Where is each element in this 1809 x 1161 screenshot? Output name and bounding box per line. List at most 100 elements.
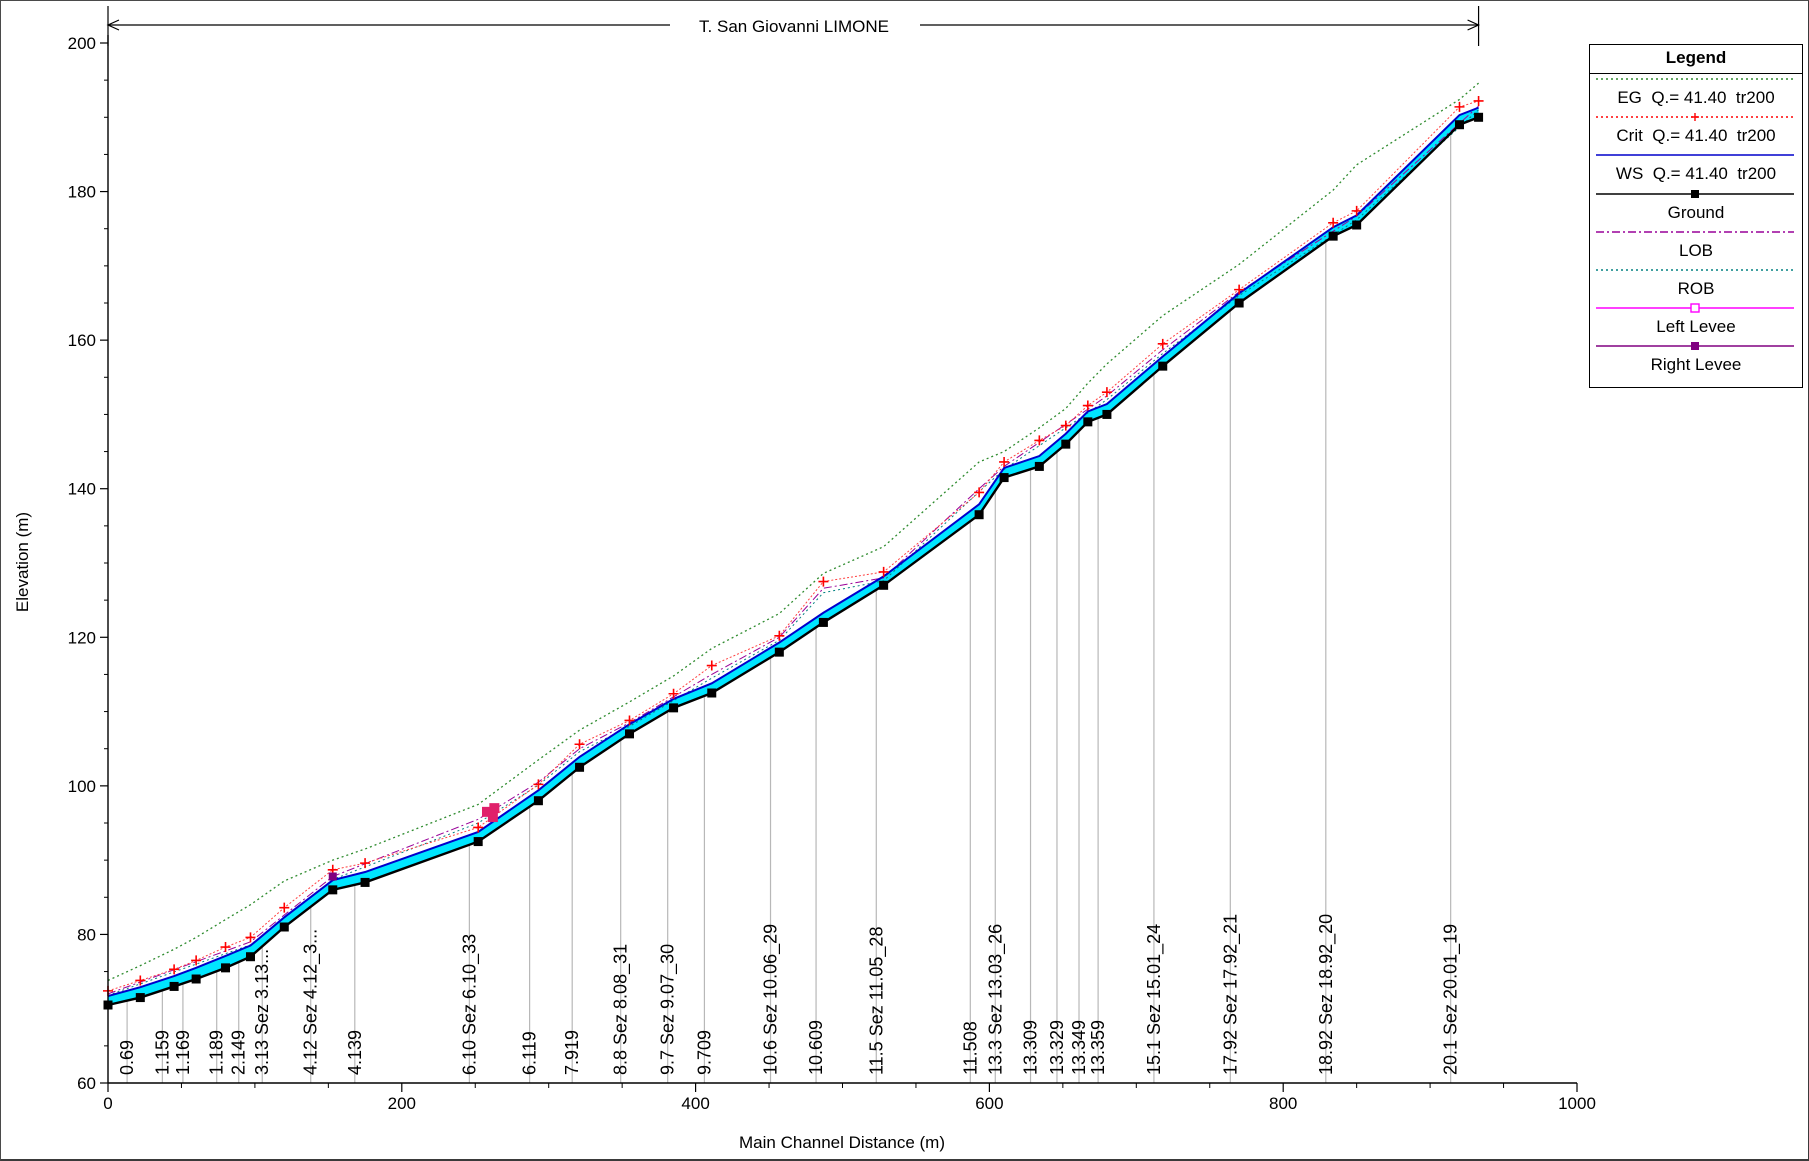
y-tick-label: 60 <box>77 1074 96 1093</box>
crit-marker <box>706 660 717 671</box>
ground-marker <box>279 922 289 932</box>
crit-marker <box>169 964 180 975</box>
section-label: 13.359 <box>1088 1020 1108 1075</box>
x-tick-label: 200 <box>388 1094 416 1113</box>
ground-marker <box>774 647 784 657</box>
section-label: 9.709 <box>694 1030 714 1075</box>
crit-marker <box>360 858 371 869</box>
y-tick-label: 180 <box>68 183 96 202</box>
lob-line <box>107 105 1479 995</box>
crit-line <box>107 100 1479 992</box>
legend-swatch <box>1596 154 1794 157</box>
crit-marker <box>1082 400 1093 411</box>
legend-swatch <box>1596 189 1794 198</box>
section-lines <box>126 133 1452 1083</box>
section-label: 20.1 Sez 20.01_19 <box>1441 924 1462 1075</box>
ground-marker <box>879 580 889 590</box>
ground-marker <box>624 729 634 739</box>
reach-arrowhead-left <box>106 19 120 31</box>
x-axis-label: Main Channel Distance (m) <box>739 1133 945 1152</box>
section-label: 1.189 <box>207 1030 227 1075</box>
crit-marker <box>624 715 635 726</box>
crit-marker <box>818 576 829 587</box>
section-label: 3.13 Sez 3.13... <box>252 949 272 1075</box>
section-label: 2.149 <box>229 1030 249 1075</box>
y-tick-label: 120 <box>68 628 96 647</box>
section-label: 8.8 Sez 8.08_31 <box>611 944 632 1075</box>
legend-label: Right Levee <box>1650 355 1742 375</box>
ground-marker <box>1234 298 1244 308</box>
y-tick-label: 140 <box>68 480 96 499</box>
levee-marker <box>482 806 493 817</box>
water-fill <box>108 107 1479 1006</box>
legend-item: Right Levee <box>1590 341 1802 379</box>
section-label: 15.1 Sez 15.01_24 <box>1144 924 1165 1075</box>
ws-line <box>107 106 1479 998</box>
ground-marker <box>473 837 483 847</box>
ground-marker <box>1083 417 1093 427</box>
legend-label: Ground <box>1667 202 1725 222</box>
crit-marker <box>1454 101 1465 112</box>
section-label: 11.508 <box>960 1021 980 1075</box>
crit-marker <box>1101 387 1112 398</box>
ground-marker <box>1061 439 1071 449</box>
legend-swatch <box>1596 342 1794 351</box>
section-label: 17.92 Sez 17.92_21 <box>1220 914 1241 1075</box>
legend-item: Left Levee <box>1590 303 1802 341</box>
legend-swatch <box>1596 303 1794 313</box>
y-tick-label: 100 <box>68 777 96 796</box>
section-label: 1.169 <box>173 1030 193 1075</box>
y-tick-label: 80 <box>77 925 96 944</box>
chart-legend: Legend EG Q.= 41.40 tr200 Crit Q.= 41.40 … <box>1589 44 1803 388</box>
eg-line <box>107 82 1479 982</box>
chart-title: T. San Giovanni LIMONE <box>699 17 889 36</box>
section-label: 18.92 Sez 18.92_20 <box>1316 914 1337 1075</box>
water-surface-fill <box>108 107 1479 1006</box>
legend-label: WS Q.= 41.40 tr200 <box>1615 164 1777 184</box>
section-label: 9.7 Sez 9.07_30 <box>658 944 679 1075</box>
ground-line <box>107 116 1480 1007</box>
legend-item: EG Q.= 41.40 tr200 <box>1590 74 1802 112</box>
crit-marker <box>1328 217 1339 228</box>
legend-swatch <box>1596 230 1794 233</box>
ground-marker <box>191 974 201 984</box>
legend-marker <box>1691 342 1699 351</box>
legend-label: Crit Q.= 41.40 tr200 <box>1616 126 1776 146</box>
series-markers <box>103 95 1484 1010</box>
ground-marker <box>245 952 255 962</box>
crit-marker <box>473 822 484 833</box>
crit-marker <box>1351 205 1362 216</box>
legend-swatch <box>1596 113 1794 122</box>
section-label: 13.309 <box>1021 1020 1041 1075</box>
crit-marker <box>1473 95 1484 106</box>
legend-swatch <box>1596 78 1794 80</box>
crit-marker <box>668 688 679 699</box>
ground-marker <box>818 617 828 627</box>
ground-marker <box>999 473 1009 483</box>
legend-item: LOB <box>1590 227 1802 265</box>
x-tick-label: 600 <box>975 1094 1003 1113</box>
section-label: 6.119 <box>520 1031 540 1075</box>
ground-marker <box>1474 112 1484 122</box>
levee-marker <box>328 872 337 881</box>
legend-marker <box>1691 189 1699 198</box>
crit-marker <box>279 902 290 913</box>
ground-marker <box>328 885 338 895</box>
crit-marker <box>1034 435 1045 446</box>
ground-marker <box>1102 409 1112 419</box>
ground-marker <box>1158 361 1168 371</box>
levee-marker <box>489 803 500 814</box>
legend-label: ROB <box>1677 278 1715 298</box>
section-labels: 0.69 1.159 1.169 1.189 2.149 3.13 Sez 3.13...… <box>117 914 1462 1075</box>
y-axis-label: Elevation (m) <box>13 512 32 612</box>
section-label: 13.329 <box>1047 1020 1067 1075</box>
series-lines <box>107 82 1480 1007</box>
ground-marker <box>974 510 984 520</box>
axes: 60 80 100 120 140 160 180 200 0 200 400 600 800 1000 <box>68 6 1596 1113</box>
legend-marker <box>1691 113 1699 122</box>
crit-marker <box>135 975 146 986</box>
legend-item: WS Q.= 41.40 tr200 <box>1590 150 1802 188</box>
legend-label: LOB <box>1678 240 1714 260</box>
ground-marker <box>1034 461 1044 471</box>
